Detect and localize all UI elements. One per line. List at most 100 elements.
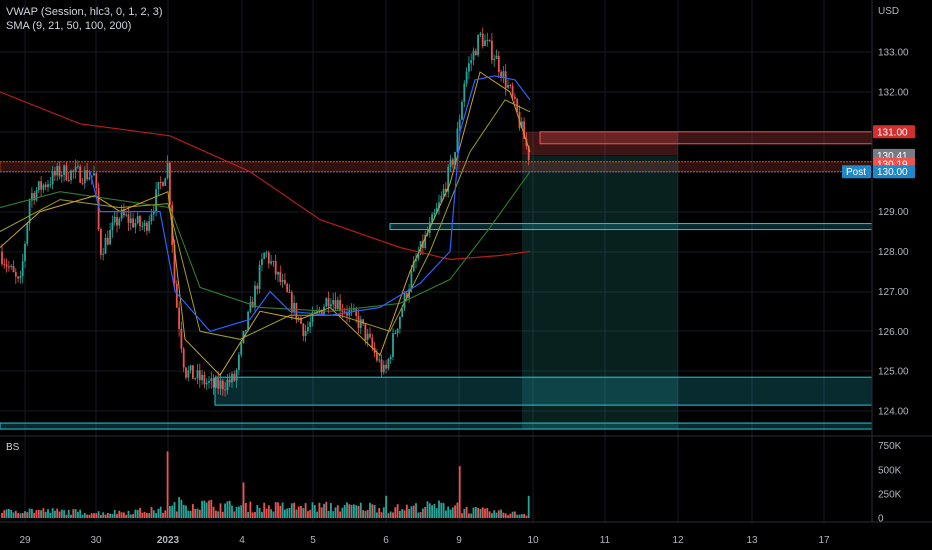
volume-bar bbox=[201, 500, 203, 518]
volume-bar bbox=[382, 507, 385, 518]
volume-bar bbox=[90, 513, 93, 518]
candle-body bbox=[235, 369, 238, 381]
volume-bar bbox=[387, 513, 390, 518]
candle-body bbox=[484, 40, 486, 47]
volume-bar bbox=[401, 509, 404, 518]
volume-bar bbox=[385, 495, 387, 518]
volume-bar bbox=[304, 503, 307, 518]
candle-body bbox=[281, 280, 284, 283]
candle-body bbox=[19, 276, 22, 279]
volume-bar bbox=[302, 508, 305, 518]
candle-body bbox=[339, 300, 341, 311]
volume-bar bbox=[67, 510, 70, 518]
volume-bar bbox=[378, 507, 381, 518]
candle-body bbox=[410, 271, 413, 289]
lower-support-zone bbox=[0, 422, 873, 430]
volume-bar bbox=[129, 514, 132, 518]
volume-bar bbox=[3, 510, 6, 518]
volume-bar bbox=[274, 502, 277, 518]
tag-post-price-text: 130.00 bbox=[877, 167, 908, 178]
candle-body bbox=[109, 229, 111, 245]
volume-bar bbox=[187, 510, 190, 518]
volume-bar bbox=[500, 509, 502, 518]
volume-bar bbox=[504, 513, 507, 518]
candle-body bbox=[146, 222, 148, 231]
candle-body bbox=[14, 272, 17, 277]
volume-bar bbox=[359, 502, 362, 518]
volume-bar bbox=[474, 506, 477, 518]
candle-body bbox=[488, 39, 491, 41]
candle-body bbox=[224, 389, 226, 391]
candle-body bbox=[300, 317, 302, 324]
tag-131-text: 131.00 bbox=[877, 127, 908, 138]
candle-body bbox=[196, 370, 199, 379]
volume-bar bbox=[263, 502, 266, 518]
volume-bar bbox=[323, 503, 325, 518]
volume-bar bbox=[481, 507, 484, 518]
candle-body bbox=[24, 243, 26, 262]
candle-body bbox=[327, 298, 330, 307]
volume-bar bbox=[520, 514, 523, 518]
volume-bar bbox=[341, 507, 344, 518]
tag-130-19-text: 130.19 bbox=[877, 160, 908, 171]
volume-bar bbox=[511, 511, 514, 518]
volume-bar bbox=[339, 511, 341, 518]
candle-body bbox=[288, 291, 291, 293]
volume-bar bbox=[104, 514, 107, 518]
candle-body bbox=[132, 218, 134, 228]
volume-bar bbox=[461, 513, 463, 518]
volume-bar bbox=[231, 505, 233, 518]
candle-body bbox=[320, 309, 323, 315]
candle-body bbox=[3, 264, 6, 266]
volume-bar bbox=[362, 510, 364, 518]
volume-bar bbox=[180, 499, 183, 518]
volume-bar bbox=[479, 508, 482, 518]
volume-bar bbox=[330, 503, 332, 518]
volume-bar bbox=[106, 513, 109, 518]
volume-bar bbox=[442, 503, 445, 518]
sma-legend[interactable]: SMA (9, 21, 50, 100, 200) bbox=[6, 20, 132, 32]
volume-bar bbox=[125, 514, 128, 518]
volume-bar bbox=[254, 512, 256, 518]
volume-bar bbox=[428, 503, 431, 518]
volume-bar bbox=[143, 511, 146, 518]
candle-body bbox=[79, 166, 82, 183]
volume-bar bbox=[148, 513, 151, 518]
volume-bar bbox=[233, 511, 236, 518]
volume-bar bbox=[14, 510, 17, 518]
volume-bar bbox=[392, 512, 394, 518]
candle-body bbox=[47, 184, 49, 187]
candle-body bbox=[261, 258, 263, 265]
volume-bar bbox=[334, 507, 337, 518]
volume-bar bbox=[86, 514, 88, 518]
candle-body bbox=[362, 319, 364, 324]
volume-bar bbox=[449, 509, 452, 518]
volume-bar bbox=[19, 513, 22, 518]
candle-body bbox=[28, 200, 31, 224]
candle-body bbox=[178, 307, 180, 329]
candle-body bbox=[527, 146, 530, 161]
candle-body bbox=[502, 71, 505, 78]
volume-bar bbox=[284, 509, 286, 518]
candle-body bbox=[385, 364, 387, 369]
candle-body bbox=[461, 101, 463, 120]
vwap-legend[interactable]: VWAP (Session, hlc3, 0, 1, 2, 3) bbox=[6, 6, 163, 18]
candle-body bbox=[500, 72, 502, 78]
candle-body bbox=[63, 165, 65, 175]
candle-body bbox=[263, 252, 266, 259]
volume-bar bbox=[424, 506, 427, 518]
volume-bar bbox=[318, 502, 321, 518]
volume-bar bbox=[120, 512, 123, 518]
volume-bar bbox=[486, 507, 489, 518]
candle-body bbox=[366, 333, 369, 340]
volume-bar bbox=[447, 506, 450, 518]
volume-bar bbox=[189, 510, 192, 518]
volume-bar bbox=[431, 505, 433, 518]
price-tick: 125.00 bbox=[878, 367, 909, 378]
volume-legend[interactable]: BS bbox=[6, 442, 20, 453]
volume-bar bbox=[208, 500, 210, 518]
candle-body bbox=[334, 300, 337, 310]
volume-bar bbox=[8, 508, 10, 518]
volume-bar bbox=[472, 507, 475, 518]
